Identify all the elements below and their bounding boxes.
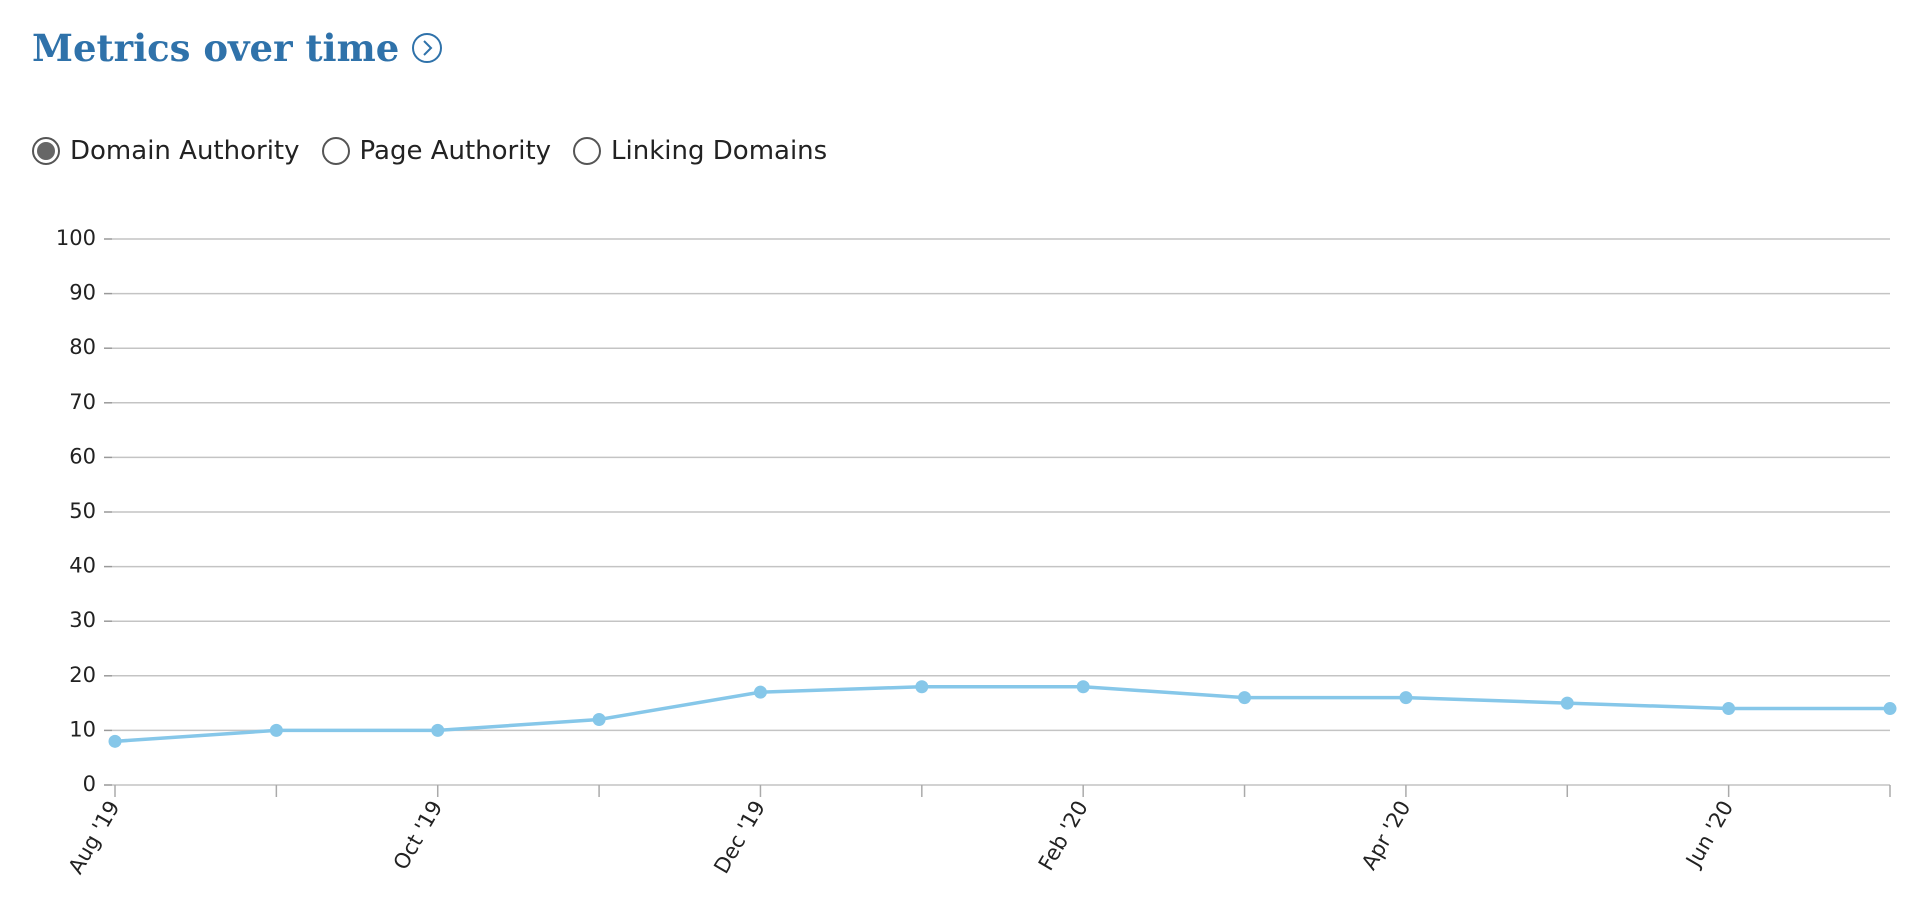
radio-option[interactable]: Page Authority (321, 136, 552, 166)
y-tick-label: 80 (69, 335, 96, 359)
radio-option[interactable]: Linking Domains (573, 136, 827, 166)
radio-label[interactable]: Page Authority (359, 136, 552, 166)
expand-icon[interactable] (411, 32, 443, 64)
radio-button[interactable] (321, 137, 350, 165)
series-line (114, 684, 1890, 744)
x-tick-label: Dec '19 (709, 797, 770, 878)
y-tick-label: 10 (69, 717, 96, 741)
data-point (269, 723, 283, 737)
x-tick-label: Aug '19 (64, 797, 125, 878)
data-point (1076, 680, 1090, 694)
y-tick-label: 20 (69, 663, 96, 687)
metric-selector: Domain Authority Page Authority Linking Do… (32, 136, 827, 166)
y-tick-label: 100 (56, 226, 96, 250)
x-tick-label: Oct '19 (389, 797, 448, 874)
y-tick-label: 0 (83, 772, 96, 796)
y-tick-label: 40 (69, 554, 96, 578)
data-point (1238, 691, 1252, 705)
section-title: Metrics over time (32, 26, 400, 70)
x-tick-label: Apr '20 (1357, 797, 1416, 874)
y-tick-label: 50 (69, 499, 96, 523)
data-point (1560, 696, 1574, 710)
data-point (753, 685, 767, 699)
data-point (1399, 691, 1413, 705)
x-tick-label: Feb '20 (1034, 797, 1093, 875)
radio-button[interactable] (573, 137, 602, 165)
data-point (431, 723, 445, 737)
section-header: Metrics over time (32, 26, 443, 70)
radio-option[interactable]: Domain Authority (32, 136, 300, 166)
data-point (108, 734, 122, 748)
radio-button[interactable] (32, 137, 60, 165)
y-tick-label: 90 (69, 281, 96, 305)
data-point (915, 680, 929, 694)
data-point (592, 712, 606, 726)
data-point (1722, 702, 1736, 716)
y-tick-label: 70 (69, 390, 96, 414)
y-tick-label: 60 (69, 444, 96, 468)
radio-label[interactable]: Domain Authority (70, 136, 300, 166)
y-tick-label: 30 (69, 608, 96, 632)
data-point (1883, 702, 1897, 716)
radio-label[interactable]: Linking Domains (611, 136, 828, 166)
x-tick-label: Jun '20 (1680, 797, 1738, 873)
